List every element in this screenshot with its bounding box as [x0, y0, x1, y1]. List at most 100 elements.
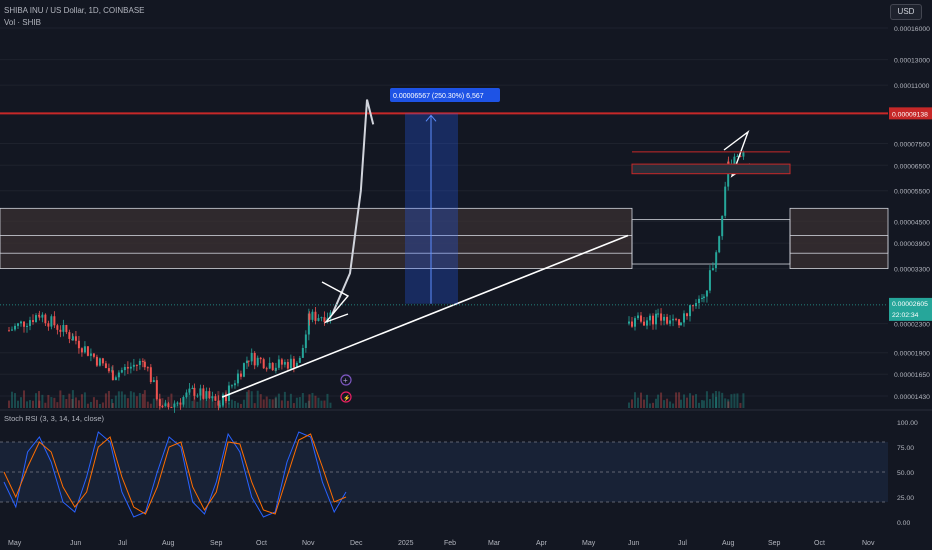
candle-body: [307, 313, 310, 335]
volume-bar: [167, 396, 170, 408]
volume-bar: [326, 393, 329, 408]
candle-body: [152, 380, 155, 383]
y-tick-label: 0.00002300: [894, 322, 930, 329]
volume-bar: [742, 393, 745, 408]
candle-body: [640, 315, 642, 322]
candle-body: [227, 385, 230, 402]
candle-body: [739, 155, 742, 157]
currency-button[interactable]: USD: [890, 4, 922, 20]
candle-body: [196, 395, 199, 397]
candle-body: [242, 363, 245, 377]
volume-bar: [301, 392, 304, 408]
candle-body: [247, 360, 250, 362]
y-tick-label: 0.00003900: [894, 241, 930, 248]
candle-body: [643, 321, 645, 326]
candle-body: [714, 262, 717, 269]
candle-body: [182, 397, 185, 405]
volume-bar: [80, 394, 83, 408]
candle-body: [92, 353, 95, 357]
candle-body: [44, 314, 47, 324]
volume-bar: [730, 394, 733, 408]
volume-bar: [205, 399, 208, 408]
candle-body: [202, 388, 205, 399]
volume-bar: [123, 394, 126, 408]
candle-body: [132, 364, 135, 367]
candle-body: [98, 358, 101, 366]
volume-bar: [224, 390, 227, 408]
x-tick-label: Dec: [350, 540, 363, 547]
candle-body: [218, 405, 221, 407]
volume-bar: [202, 394, 205, 408]
candle-body: [208, 391, 211, 399]
volume-bar: [149, 403, 152, 408]
candle-body: [221, 394, 224, 406]
candle-body: [280, 359, 283, 365]
candle-body: [274, 367, 277, 371]
lightning-icon-glyph: ⚡: [343, 394, 350, 402]
stoch-title: Stoch RSI (3, 3, 14, 14, close): [4, 414, 105, 423]
volume-bar: [107, 390, 110, 408]
projection-range-box: [631, 163, 791, 175]
volume-bar: [711, 393, 714, 408]
volume-bar: [62, 395, 65, 408]
candle-body: [14, 325, 16, 330]
stoch-tick-label: 100.00: [897, 420, 918, 427]
y-tick-label: 0.00003300: [894, 267, 930, 274]
volume-bar: [307, 400, 310, 408]
volume-bar: [83, 392, 86, 408]
volume-bar: [214, 402, 217, 408]
volume-bar: [242, 399, 245, 408]
volume-bar: [77, 400, 80, 408]
volume-bar: [164, 401, 167, 408]
candle-body: [233, 383, 236, 386]
volume-bar: [236, 402, 239, 408]
candle-body: [683, 313, 685, 323]
volume-bar: [132, 392, 135, 408]
resistance-price-label: 0.00009138: [892, 111, 928, 118]
volume-bar: [196, 401, 199, 408]
candle-body: [230, 385, 233, 387]
x-tick-label: Aug: [722, 540, 735, 547]
volume-bar: [708, 398, 711, 408]
volume-bar: [8, 400, 10, 408]
candle-body: [655, 313, 657, 325]
candle-body: [271, 362, 274, 371]
volume-bar: [146, 401, 149, 408]
volume-bar: [680, 399, 682, 408]
volume-bar: [280, 400, 283, 408]
volume-bar: [35, 393, 37, 408]
candle-body: [185, 392, 188, 398]
x-tick-label: Sep: [768, 540, 781, 547]
candle-body: [715, 252, 718, 263]
candle-body: [107, 368, 110, 372]
volume-bar: [179, 403, 182, 408]
candle-body: [652, 315, 654, 325]
volume-bar: [739, 402, 742, 408]
y-tick-label: 0.00001900: [894, 351, 930, 358]
volume-bar: [250, 391, 253, 408]
volume-bar: [277, 393, 280, 408]
candle-body: [298, 357, 301, 363]
candle-body: [657, 313, 660, 315]
volume-bar: [38, 400, 41, 408]
candle-body: [50, 316, 53, 327]
volume-bar: [714, 390, 717, 408]
candle-body: [95, 356, 98, 366]
volume-bar: [718, 391, 721, 408]
volume-bar: [23, 390, 25, 408]
candle-body: [678, 319, 681, 326]
candle-body: [637, 315, 639, 319]
volume-bar: [701, 400, 703, 408]
volume-bar: [44, 402, 47, 408]
volume-bar: [268, 399, 271, 408]
candle-body: [114, 377, 117, 381]
volume-bar: [53, 397, 56, 408]
wedge-pattern: [321, 281, 350, 324]
candle-body: [199, 388, 202, 396]
volume-bar: [173, 402, 176, 408]
x-tick-label: Jul: [118, 540, 127, 547]
candle-body: [705, 290, 708, 297]
x-tick-label: Nov: [862, 540, 875, 547]
volume-bar: [71, 390, 74, 408]
